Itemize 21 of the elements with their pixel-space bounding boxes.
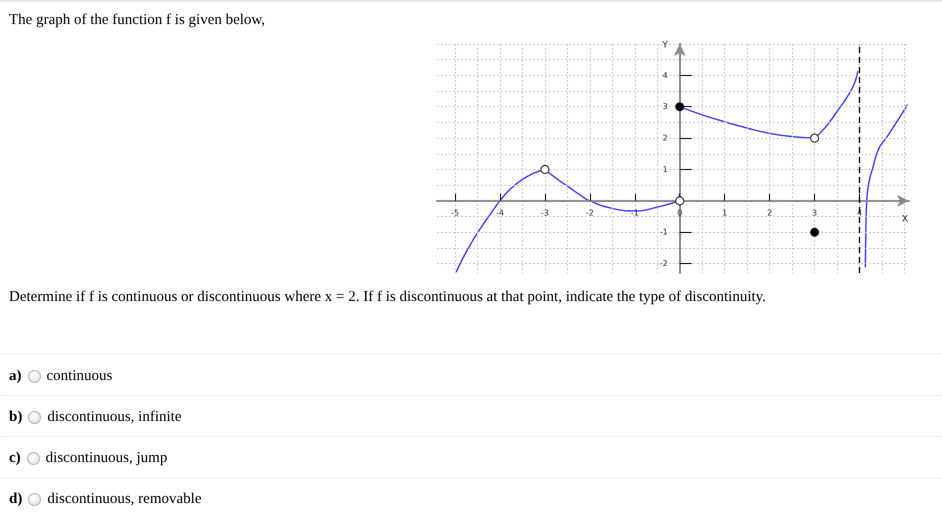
x-tick-label: -4 [496, 208, 504, 218]
text: Determine if f is continuous or discontinuous where x = 2. If f is discontinuous at that point, indicate the type of discontinuity. [9, 289, 766, 306]
text: d) discontinuous, removable [9, 491, 202, 507]
text: The graph of the function f is given below, [9, 12, 266, 29]
y-tick-label: -2 [660, 259, 668, 268]
text: a) continuous [9, 368, 112, 384]
x-tick-label: -5 [450, 208, 459, 218]
x-tick-label: -3 [540, 208, 549, 218]
y-tick-label: 3 [662, 102, 668, 112]
text: c) discontinuous, jump [9, 450, 168, 466]
x-tick-label: -2 [586, 208, 594, 218]
y-tick-label: 4 [662, 70, 668, 80]
x-tick-label: 2 [767, 208, 772, 218]
x-tick-label: 1 [722, 208, 728, 218]
y-tick-label: 1 [662, 164, 668, 174]
y-axis-title: Y [661, 40, 668, 50]
y-tick-label: 2 [662, 134, 668, 143]
text: b) discontinuous, infinite [9, 409, 182, 425]
y-tick-label: -1 [660, 228, 668, 237]
x-tick-label: 3 [812, 208, 818, 218]
x-axis-title: X [902, 214, 908, 224]
